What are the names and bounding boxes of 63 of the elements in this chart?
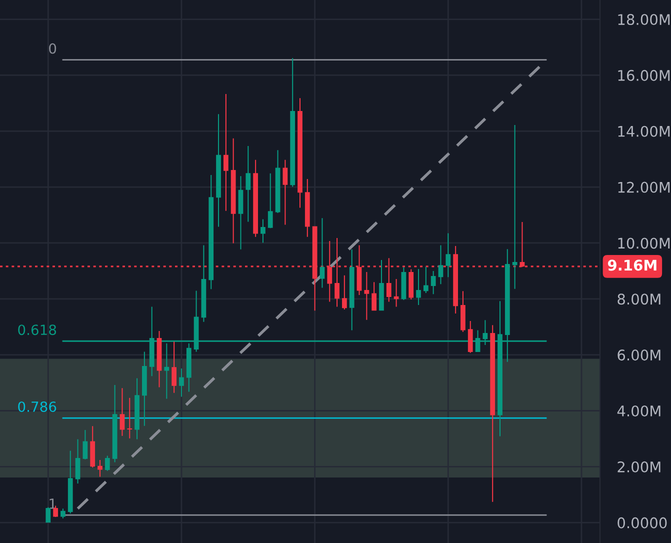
candlestick <box>82 430 88 460</box>
candlestick <box>468 320 473 353</box>
candlestick <box>364 272 370 320</box>
candlestick <box>298 98 302 208</box>
candlestick <box>268 173 273 228</box>
y-tick-label: 16.00M <box>618 70 670 81</box>
candlestick <box>142 352 147 426</box>
candlestick <box>156 331 162 388</box>
candlestick <box>408 269 414 300</box>
ref-line-label: 9.16M <box>608 260 656 271</box>
candlestick <box>75 439 80 484</box>
candlestick <box>208 175 214 290</box>
candlestick <box>304 178 310 237</box>
candlestick <box>246 146 251 222</box>
candlestick <box>60 508 66 518</box>
candlestick <box>223 94 228 211</box>
candlestick <box>320 218 325 288</box>
candlestick <box>275 150 280 214</box>
candlestick <box>260 219 266 243</box>
candlestick <box>460 291 466 332</box>
y-tick-label: 10.00M <box>618 238 670 249</box>
candlestick <box>349 249 354 330</box>
y-tick-label: 14.00M <box>618 126 670 137</box>
candlestick <box>394 279 399 307</box>
candlestick <box>490 325 496 502</box>
candlestick <box>120 388 125 436</box>
candlestick <box>253 160 258 237</box>
candlestick <box>401 267 406 300</box>
candlestick <box>216 114 221 227</box>
candlestick <box>430 270 436 294</box>
candlestick <box>342 275 347 310</box>
candlestick <box>416 268 421 306</box>
candlestick <box>127 398 132 438</box>
y-tick-label: 0.0000 <box>618 517 667 528</box>
candlestick <box>201 245 206 322</box>
y-tick-label: 6.00M <box>618 350 660 361</box>
y-tick-label: 4.00M <box>617 405 660 416</box>
candlestick <box>512 124 518 289</box>
candlestick <box>230 138 236 244</box>
candlestick <box>446 233 451 278</box>
annotation: 0.618 <box>18 324 56 336</box>
candlestick <box>372 282 377 311</box>
candlestick <box>172 342 177 393</box>
candlestick <box>46 507 51 523</box>
candlestick <box>98 460 102 477</box>
candlestick <box>282 160 288 225</box>
annotation: 0.786 <box>18 401 56 412</box>
candlestick <box>68 450 73 514</box>
y-tick-label: 8.00M <box>618 294 660 305</box>
candlestick <box>112 385 118 462</box>
candlestick <box>134 378 140 440</box>
candlestick <box>290 58 296 187</box>
candlestick <box>238 176 244 250</box>
candlestick <box>438 245 444 284</box>
y-tick-label: 2.00M <box>618 461 660 472</box>
candlestick <box>104 456 110 471</box>
candlestick <box>423 266 428 294</box>
candlestick <box>179 368 184 397</box>
candlestick <box>90 426 96 468</box>
annotation: 0 <box>49 43 56 54</box>
y-tick-label: 18.00M <box>618 14 670 26</box>
y-tick-label: 12.00M <box>618 182 670 193</box>
candlestick <box>379 260 384 311</box>
